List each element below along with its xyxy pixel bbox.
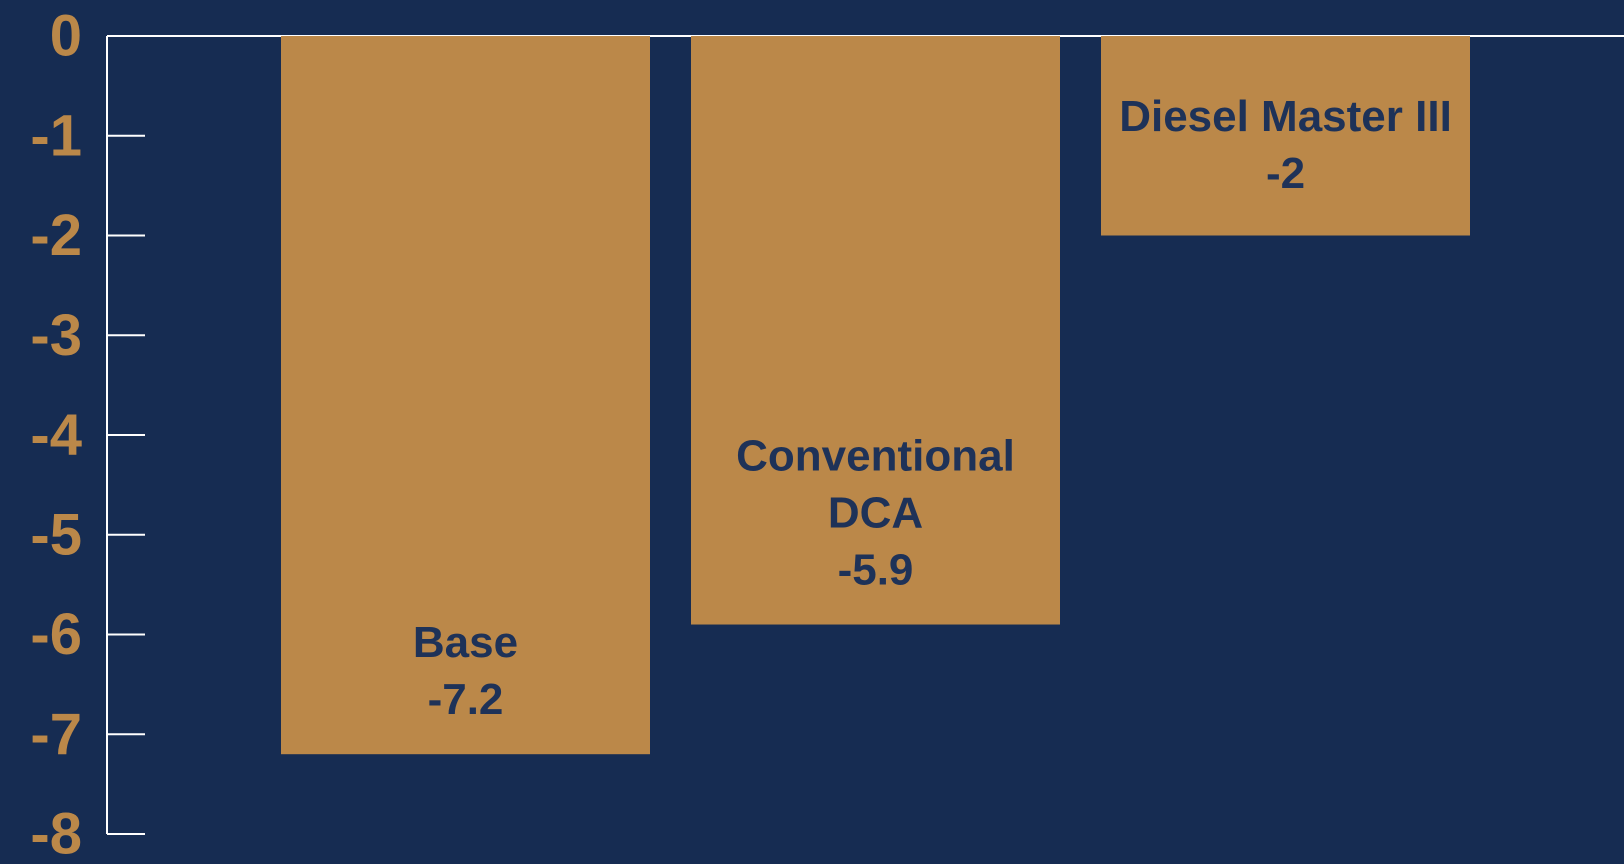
bar xyxy=(1101,36,1470,236)
bar-label: Base -7.2 xyxy=(413,618,518,724)
y-tick-label: -3 xyxy=(30,303,82,368)
bar-category-label: Conventional xyxy=(736,432,1015,481)
y-tick-label: -7 xyxy=(30,702,82,767)
bar xyxy=(281,36,650,755)
bar-category-label: DCA xyxy=(828,489,923,538)
y-tick-label: -4 xyxy=(30,403,82,468)
bars xyxy=(281,36,1470,755)
bar-label: Conventional DCA -5.9 xyxy=(736,432,1015,595)
bar-labels: Base -7.2 Conventional DCA -5.9 Diesel Master… xyxy=(413,92,1452,724)
bar-value-label: -2 xyxy=(1266,149,1305,198)
bar-label: Diesel Master III -2 xyxy=(1119,92,1452,198)
y-tick-label: -6 xyxy=(30,602,82,667)
y-tick-label: -5 xyxy=(30,502,82,567)
y-axis: 0 -1 -2 -3 -4 -5 -6 -7 -8 xyxy=(30,4,1624,864)
bar-category-label: Diesel Master III xyxy=(1119,92,1452,141)
y-tick-label: -1 xyxy=(30,103,82,168)
bar-value-label: -5.9 xyxy=(838,546,914,595)
bar xyxy=(691,36,1060,625)
y-tick-label: -2 xyxy=(30,203,82,268)
bar-category-label: Base xyxy=(413,618,518,667)
bar-value-label: -7.2 xyxy=(428,675,504,724)
y-tick-label: -8 xyxy=(30,802,82,864)
y-tick-label: 0 xyxy=(50,4,82,69)
